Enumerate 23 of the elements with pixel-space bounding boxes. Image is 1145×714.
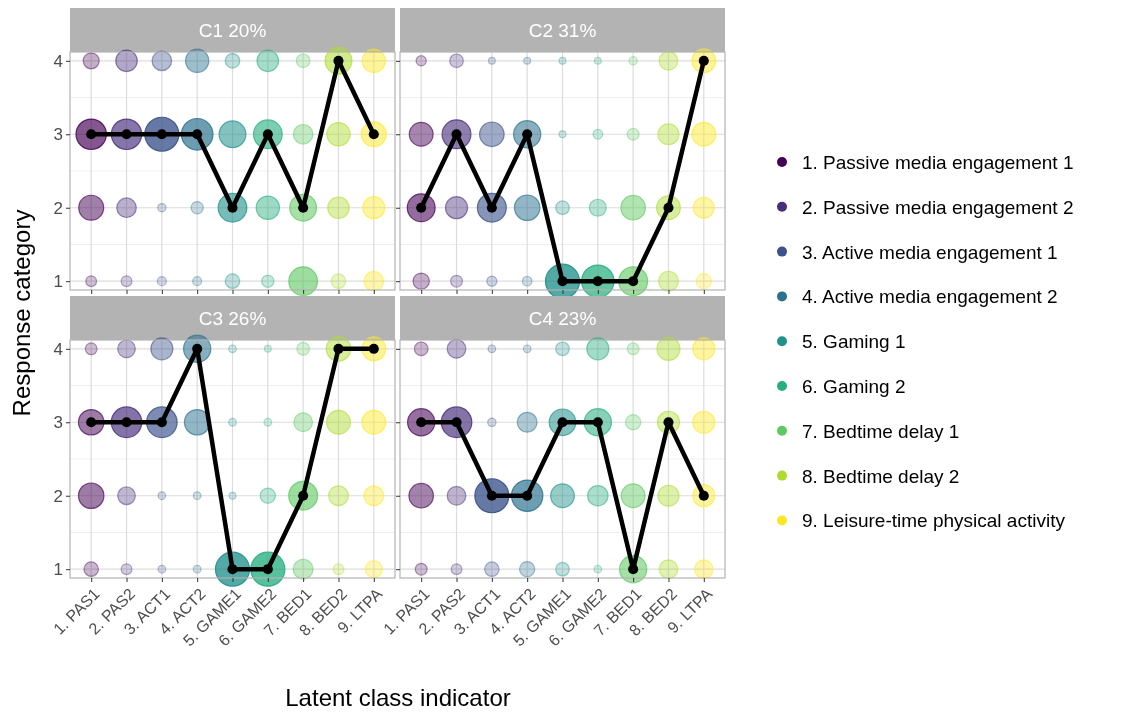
legend-label: 5. Gaming 1 xyxy=(802,331,906,353)
legend-label: 6. Gaming 2 xyxy=(802,376,906,397)
y-axis-title: Response category xyxy=(8,209,35,417)
y-tick-label: 3 xyxy=(53,125,63,145)
y-tick-label: 1 xyxy=(53,560,63,580)
y-tick-label: 2 xyxy=(53,198,63,218)
y-tick-label: 1 xyxy=(53,272,63,292)
y-tick-label: 4 xyxy=(53,51,63,71)
x-axis-title: Latent class indicator xyxy=(285,684,511,711)
y-tick-label: 4 xyxy=(53,339,63,359)
chart-title: C4 23% xyxy=(528,308,597,329)
legend-label: 8. Bedtime delay 2 xyxy=(802,465,960,487)
y-tick-label: 2 xyxy=(53,486,63,506)
legend-label: 2. Passive media engagement 2 xyxy=(802,196,1074,218)
chart-title: C3 26% xyxy=(198,308,267,329)
legend-label: 9. Leisure-time physical activity xyxy=(802,510,1066,532)
y-tick-label: 3 xyxy=(53,413,63,433)
chart-title: C1 20% xyxy=(198,20,267,41)
legend-label: 4. Active media engagement 2 xyxy=(802,286,1058,308)
legend-label: 3. Active media engagement 1 xyxy=(802,241,1058,263)
chart-title: C2 31% xyxy=(528,20,597,41)
legend-label: 1. Passive media engagement 1 xyxy=(802,152,1074,173)
legend-label: 7. Bedtime delay 1 xyxy=(802,420,960,442)
